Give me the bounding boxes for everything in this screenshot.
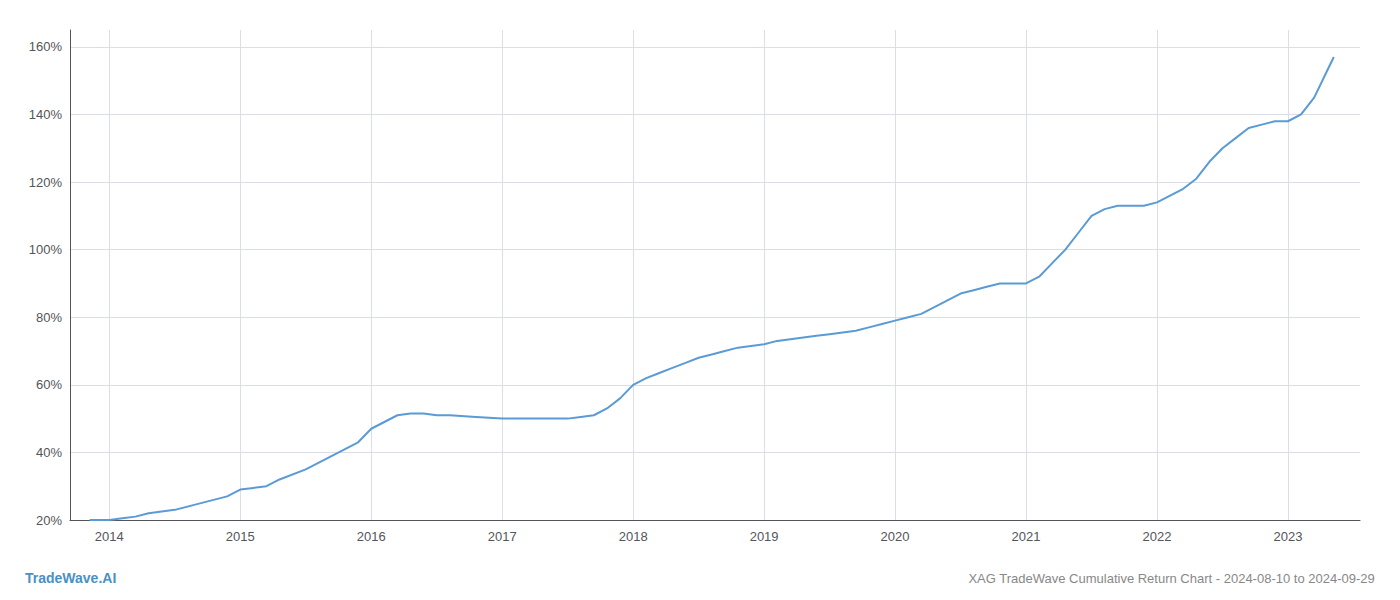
svg-text:100%: 100% xyxy=(29,242,63,257)
svg-text:2016: 2016 xyxy=(357,529,386,544)
svg-text:20%: 20% xyxy=(36,513,62,528)
svg-text:60%: 60% xyxy=(36,377,62,392)
svg-text:140%: 140% xyxy=(29,107,63,122)
svg-text:2019: 2019 xyxy=(750,529,779,544)
svg-text:80%: 80% xyxy=(36,310,62,325)
svg-text:XAG TradeWave Cumulative Retur: XAG TradeWave Cumulative Return Chart - … xyxy=(968,571,1374,586)
svg-text:TradeWave.AI: TradeWave.AI xyxy=(25,570,116,586)
svg-text:120%: 120% xyxy=(29,175,63,190)
svg-text:2021: 2021 xyxy=(1012,529,1041,544)
svg-text:2014: 2014 xyxy=(95,529,124,544)
svg-text:2023: 2023 xyxy=(1274,529,1303,544)
svg-text:40%: 40% xyxy=(36,445,62,460)
svg-text:2020: 2020 xyxy=(881,529,910,544)
svg-text:2018: 2018 xyxy=(619,529,648,544)
svg-text:2015: 2015 xyxy=(226,529,255,544)
svg-text:2022: 2022 xyxy=(1143,529,1172,544)
svg-text:2017: 2017 xyxy=(488,529,517,544)
svg-text:160%: 160% xyxy=(29,39,63,54)
